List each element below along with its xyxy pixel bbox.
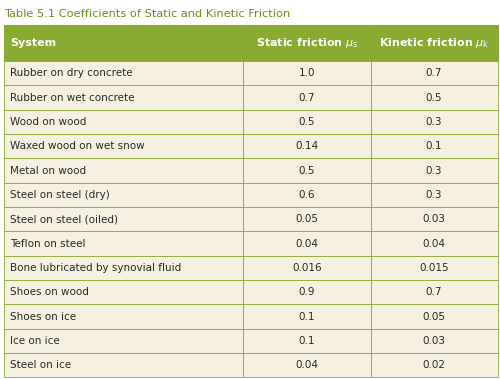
Text: 0.04: 0.04 [296, 239, 318, 249]
Text: 0.05: 0.05 [422, 312, 446, 322]
Text: Ice on ice: Ice on ice [10, 336, 60, 346]
Text: Metal on wood: Metal on wood [10, 166, 86, 175]
Text: 0.7: 0.7 [426, 68, 442, 78]
Text: Steel on ice: Steel on ice [10, 360, 72, 370]
Text: 0.7: 0.7 [426, 287, 442, 297]
Text: 0.03: 0.03 [422, 336, 446, 346]
Text: Shoes on wood: Shoes on wood [10, 287, 90, 297]
Text: 0.9: 0.9 [299, 287, 316, 297]
Text: 0.1: 0.1 [299, 312, 316, 322]
Text: 0.14: 0.14 [296, 141, 318, 151]
Text: 0.1: 0.1 [426, 141, 442, 151]
Text: 0.04: 0.04 [296, 360, 318, 370]
Text: 0.7: 0.7 [299, 92, 316, 103]
Text: 0.05: 0.05 [296, 214, 318, 224]
Text: 0.3: 0.3 [426, 166, 442, 175]
Text: Static friction $\boldsymbol{\mu_\mathrm{s}}$: Static friction $\boldsymbol{\mu_\mathrm… [256, 36, 358, 50]
Text: System: System [10, 38, 56, 48]
Text: 0.3: 0.3 [426, 190, 442, 200]
Text: 0.02: 0.02 [422, 360, 446, 370]
Text: Shoes on ice: Shoes on ice [10, 312, 76, 322]
Text: 0.03: 0.03 [422, 214, 446, 224]
Text: 0.5: 0.5 [299, 117, 316, 127]
Text: 0.5: 0.5 [299, 166, 316, 175]
Text: Steel on steel (oiled): Steel on steel (oiled) [10, 214, 118, 224]
Text: Teflon on steel: Teflon on steel [10, 239, 86, 249]
Text: 0.3: 0.3 [426, 117, 442, 127]
Text: 0.6: 0.6 [299, 190, 316, 200]
Text: Kinetic friction $\boldsymbol{\mu_\mathrm{k}}$: Kinetic friction $\boldsymbol{\mu_\mathr… [379, 36, 490, 50]
Text: Wood on wood: Wood on wood [10, 117, 87, 127]
Text: 0.016: 0.016 [292, 263, 322, 273]
Text: 1.0: 1.0 [299, 68, 316, 78]
Text: Bone lubricated by synovial fluid: Bone lubricated by synovial fluid [10, 263, 182, 273]
Text: 0.04: 0.04 [422, 239, 446, 249]
Text: Steel on steel (dry): Steel on steel (dry) [10, 190, 110, 200]
Text: 0.1: 0.1 [299, 336, 316, 346]
Text: 0.5: 0.5 [426, 92, 442, 103]
Text: Rubber on dry concrete: Rubber on dry concrete [10, 68, 133, 78]
Text: 0.015: 0.015 [420, 263, 449, 273]
Text: Waxed wood on wet snow: Waxed wood on wet snow [10, 141, 145, 151]
Text: Rubber on wet concrete: Rubber on wet concrete [10, 92, 135, 103]
Text: Table 5.1 Coefficients of Static and Kinetic Friction: Table 5.1 Coefficients of Static and Kin… [4, 9, 290, 19]
